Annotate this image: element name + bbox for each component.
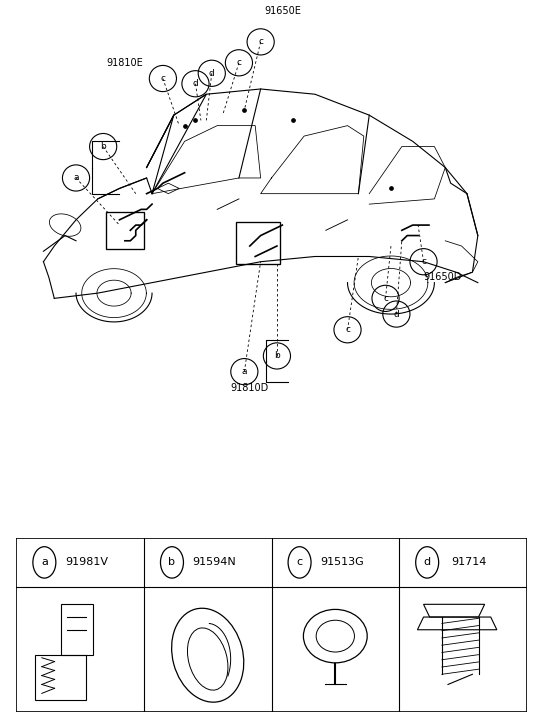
Text: 91650D: 91650D [424,273,462,282]
Text: a: a [73,174,79,182]
Text: c: c [421,257,426,266]
Text: 91594N: 91594N [192,558,236,567]
Text: d: d [424,558,431,567]
Text: d: d [394,310,399,318]
Text: 91981V: 91981V [65,558,108,567]
Text: 91513G: 91513G [320,558,364,567]
Text: 91810D: 91810D [231,382,269,393]
Text: d: d [193,79,198,88]
Text: c: c [258,37,263,47]
Text: a: a [242,367,247,376]
Text: d: d [209,69,214,78]
Text: 91810E: 91810E [106,58,143,68]
Text: c: c [296,558,302,567]
Text: a: a [41,558,48,567]
Text: 91650E: 91650E [264,6,301,16]
Text: b: b [168,558,175,567]
Text: c: c [236,58,242,68]
Text: b: b [100,142,106,151]
Text: c: c [160,74,166,83]
Text: b: b [274,351,280,361]
Text: c: c [345,325,350,334]
Text: c: c [383,294,388,303]
Text: 91714: 91714 [452,558,487,567]
